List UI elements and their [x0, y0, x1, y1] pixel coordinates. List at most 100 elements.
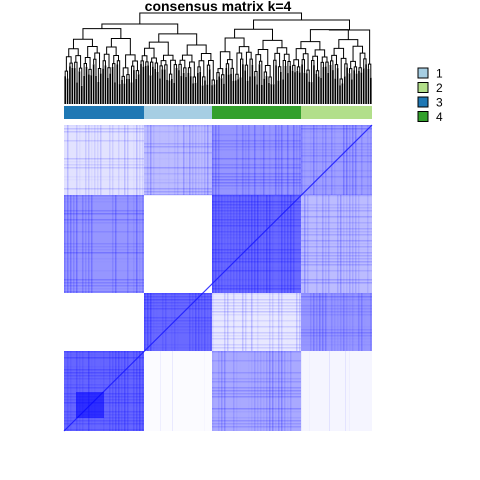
dendrogram-branch: [253, 19, 350, 30]
dendrogram-branch: [112, 63, 116, 83]
dendrogram-branch: [292, 64, 296, 73]
heatmap-block-4-4: [212, 195, 301, 293]
heatmap-block-texture: [212, 195, 301, 293]
dendrogram-branch: [264, 65, 271, 78]
dendrogram-branch: [358, 67, 362, 73]
heatmap-block-texture: [301, 125, 372, 196]
dendrogram-branch: [139, 12, 303, 24]
dendrogram-branch: [181, 54, 193, 63]
legend-label-2: 2: [436, 81, 443, 95]
dendrogram-branch: [144, 47, 155, 59]
dendrogram-branch: [135, 70, 140, 79]
heatmap-block-3-1: [144, 293, 212, 351]
dendrogram-branch: [301, 59, 305, 73]
heatmap-block-4-2: [301, 195, 372, 293]
dendrogram-branch: [192, 76, 196, 84]
dendrogram-branch: [217, 68, 224, 75]
dendrogram-branch: [88, 68, 92, 76]
dendrogram-branch: [276, 47, 288, 55]
heatmap-block-texture: [144, 293, 212, 351]
heatmap-block-2-1: [144, 351, 212, 431]
dendrogram-branch: [219, 51, 231, 69]
heatmap-block-1-1: [144, 125, 212, 195]
heatmap-matrix: [63, 124, 373, 432]
dendrogram-branch: [245, 51, 252, 66]
dendrogram-branch: [283, 53, 290, 62]
heatmap-block-texture: [160, 351, 173, 431]
dendrogram-branch: [230, 67, 234, 81]
legend-swatch-4: [417, 111, 429, 122]
dendrogram-branch: [125, 54, 136, 68]
class-bar-segment-2: [301, 106, 372, 119]
legend-swatch-3: [417, 96, 429, 108]
legend-label-3: 3: [436, 96, 443, 110]
heatmap-block-3-2: [301, 293, 372, 351]
class-annotation-bar: [64, 106, 372, 119]
dendrogram-branch: [113, 55, 119, 64]
dendrogram-branch: [68, 48, 79, 57]
dendrogram-branch: [65, 56, 72, 72]
heatmap-block-2-2: [301, 351, 372, 431]
legend-swatch-2: [417, 82, 429, 93]
dendrogram-branch: [320, 61, 324, 78]
dendrogram-branch: [287, 61, 291, 74]
dendrogram-branch: [225, 63, 230, 75]
dendrogram-branch: [202, 76, 206, 86]
dendrogram-branch: [131, 65, 135, 83]
dendrogram-branch: [330, 60, 334, 71]
dendrogram-branch: [352, 45, 364, 62]
dendrogram-branch: [64, 70, 69, 79]
dendrogram-branch: [158, 33, 198, 45]
dendrogram-branch: [249, 58, 253, 77]
dendrogram-branch: [149, 61, 154, 76]
heatmap-block-texture: [212, 293, 301, 351]
heatmap-block-texture: [212, 351, 301, 431]
dendrogram-branch: [293, 59, 300, 67]
dendrogram-branch: [234, 28, 273, 41]
dendrogram-branch: [69, 62, 73, 68]
heatmap-block-1-4: [212, 125, 301, 195]
dendrogram-branch: [97, 68, 102, 83]
legend-label-4: 4: [436, 110, 443, 124]
heatmap-block-2-4: [212, 351, 301, 431]
class-bar-segment-3: [64, 106, 144, 119]
dendrogram-branch: [312, 55, 319, 71]
heatmap-block-texture: [144, 125, 212, 196]
dendrogram-branch: [126, 74, 130, 80]
dendrogram-branch: [179, 59, 186, 68]
dendrogram-branch: [170, 59, 176, 75]
heatmap-diagonal: [63, 124, 373, 432]
class-bar-segment-1: [144, 106, 212, 119]
dendrogram-branch: [363, 58, 367, 69]
dendrogram-branch: [103, 53, 110, 68]
heatmap-block-4-1: [144, 195, 212, 293]
heatmap-block-3-3: [64, 293, 144, 351]
dendrogram-branch: [331, 54, 337, 65]
heatmap-block-3-4: [212, 293, 301, 351]
dendrogram-branch: [238, 46, 250, 54]
dendrogram-branch: [82, 28, 122, 40]
dendrogram-branch: [78, 67, 83, 86]
dendrogram-branch: [211, 79, 215, 86]
dendrogram-branch: [164, 64, 168, 80]
dendrogram-branch: [296, 66, 301, 73]
chart-title: consensus matrix k=4: [145, 0, 292, 14]
heatmap-block-texture: [64, 125, 144, 195]
dendrogram-branch: [72, 38, 93, 49]
dendrogram-branch: [321, 56, 328, 63]
legend-swatch-1: [417, 67, 429, 79]
dendrogram-branch: [159, 65, 163, 79]
dendrogram-branch: [183, 67, 187, 78]
dendrogram-branch: [254, 71, 258, 85]
legend-label-1: 1: [436, 67, 443, 81]
heatmap-block-4-3: [64, 195, 144, 293]
heatmap-block-texture: [212, 125, 301, 196]
dendrogram-branch: [295, 48, 307, 60]
dendrogram-branch: [262, 39, 283, 50]
dendrogram-branch: [87, 46, 98, 58]
dendrogram-branch: [339, 78, 343, 86]
dendrogram-branch: [93, 58, 97, 76]
dendrogram-branch: [338, 39, 359, 49]
